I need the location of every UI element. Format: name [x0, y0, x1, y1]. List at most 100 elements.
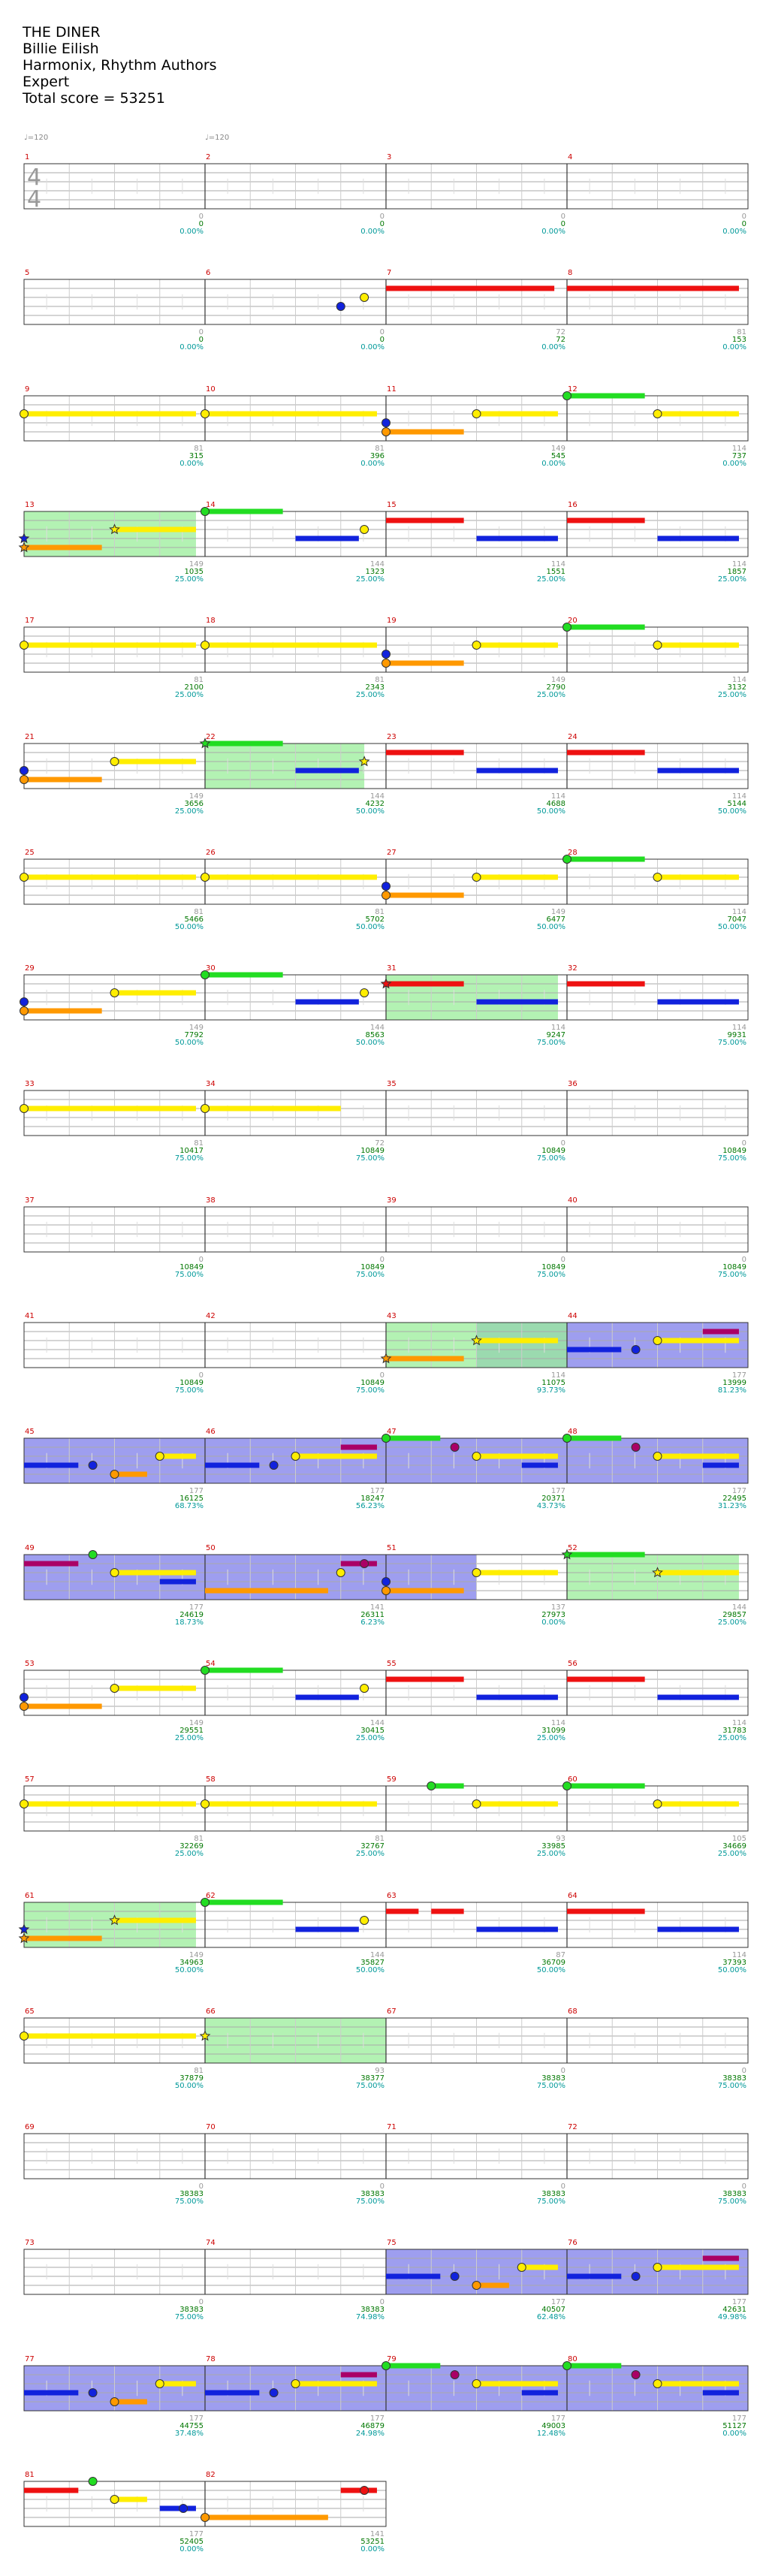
note-gem — [472, 2281, 481, 2290]
sustain-bar — [657, 768, 739, 774]
measure-note-score: 149 — [189, 1024, 204, 1032]
note-gem — [472, 873, 481, 882]
measure-number: 16 — [568, 501, 578, 509]
measure-number: 8 — [568, 269, 572, 277]
measure-note-score: 0 — [199, 1371, 204, 1380]
measure-star-power: 25.00% — [718, 1734, 746, 1742]
measure-cumulative-score: 51127 — [722, 2422, 746, 2430]
note-gem — [360, 988, 369, 997]
star-note — [18, 541, 30, 553]
note-gem — [88, 1550, 98, 1559]
measure-number: 75 — [387, 2239, 397, 2247]
note-gem — [562, 391, 571, 400]
measure-number: 73 — [25, 2239, 35, 2247]
measure-cumulative-score: 1323 — [366, 568, 384, 576]
measure-note-score: 144 — [370, 1951, 384, 1959]
measure-number: 13 — [25, 501, 35, 509]
sustain-bar — [114, 526, 196, 532]
measure-star-power: 25.00% — [537, 1850, 565, 1858]
measure-number: 4 — [568, 153, 572, 161]
sustain-bar — [567, 1435, 622, 1441]
measure-star-power: 43.73% — [537, 1502, 565, 1510]
measure-row: 9813150.00%10813960.00%111495450.00%1211… — [20, 385, 749, 468]
note-gem — [472, 1568, 481, 1577]
measure-star-power: 75.00% — [537, 2197, 565, 2206]
measure-star-power: 81.23% — [718, 1386, 746, 1395]
measure-star-power: 25.00% — [175, 691, 204, 699]
measure-cumulative-score: 9931 — [728, 1031, 746, 1039]
measure-note-score: 141 — [370, 1603, 384, 1612]
measure-star-power: 12.48% — [537, 2430, 565, 2438]
sustain-bar — [24, 2487, 79, 2493]
sustain-bar — [205, 1899, 283, 1905]
measure-number: 79 — [387, 2355, 397, 2363]
measure-note-score: 81 — [194, 908, 204, 916]
measure-note-score: 177 — [732, 2298, 746, 2306]
measure-cumulative-score: 38383 — [722, 2190, 746, 2198]
measure-note-score: 0 — [380, 1371, 384, 1380]
star-power-phrase — [567, 1555, 739, 1600]
measure-note-score: 0 — [199, 1256, 204, 1264]
measure-cumulative-score: 38377 — [360, 2074, 384, 2083]
measure-row: 6903838375.00%7003838375.00%7103838375.0… — [23, 2123, 749, 2206]
measure-star-power: 50.00% — [537, 923, 565, 931]
note-gem — [110, 1470, 119, 1479]
sustain-bar — [340, 1444, 377, 1450]
measure-number: 45 — [25, 1428, 35, 1436]
measure-number: 21 — [25, 733, 35, 741]
measure-star-power: 75.00% — [718, 1039, 746, 1047]
sustain-bar — [386, 892, 464, 898]
measure-note-score: 0 — [199, 2298, 204, 2306]
measure-note-score: 0 — [561, 1256, 565, 1264]
note-gem — [381, 2361, 391, 2370]
measure-note-score: 0 — [380, 1256, 384, 1264]
note-gem — [450, 2272, 460, 2281]
measure-note-score: 177 — [732, 1487, 746, 1495]
measure-star-power: 25.00% — [537, 691, 565, 699]
note-gem — [653, 641, 662, 650]
measure-number: 77 — [25, 2355, 35, 2363]
measure-note-score: 114 — [551, 1024, 565, 1032]
sustain-bar — [24, 777, 102, 783]
sustain-bar — [24, 642, 196, 648]
note-gem — [360, 1684, 369, 1693]
sustain-bar — [476, 2381, 558, 2387]
sustain-bar — [521, 2390, 558, 2396]
sustain-bar — [476, 1453, 558, 1459]
star-note — [18, 1923, 30, 1935]
difficulty-label: Expert — [23, 74, 70, 90]
measure-cumulative-score: 315 — [189, 452, 204, 460]
measure-cumulative-score: 1857 — [728, 568, 746, 576]
sustain-bar — [567, 1552, 645, 1558]
sustain-bar — [24, 1462, 79, 1468]
sustain-bar — [114, 990, 196, 996]
note-gem — [381, 882, 391, 891]
measure-star-power: 24.98% — [356, 2430, 384, 2438]
sustain-bar — [159, 2381, 196, 2387]
sustain-bar — [657, 642, 739, 648]
sustain-bar — [386, 1908, 419, 1914]
sustain-bar — [386, 750, 464, 756]
sustain-bar — [205, 508, 283, 514]
note-gem — [472, 409, 481, 418]
note-gem — [360, 293, 369, 302]
measure-number: 30 — [206, 964, 216, 973]
measure-star-power: 25.00% — [537, 1734, 565, 1742]
measure-star-power: 75.00% — [718, 2197, 746, 2206]
measure-star-power: 50.00% — [356, 1966, 384, 1974]
measure-number: 66 — [206, 2007, 216, 2016]
measure-number: 46 — [206, 1428, 216, 1436]
measure-cumulative-score: 24619 — [179, 1611, 204, 1619]
measure-star-power: 50.00% — [356, 807, 384, 816]
measure-cumulative-score: 32269 — [179, 1842, 204, 1851]
measure-note-score: 72 — [375, 1139, 384, 1148]
note-gem — [20, 2032, 29, 2041]
measure-cumulative-score: 38383 — [722, 2074, 746, 2083]
measure-cumulative-score: 37879 — [179, 2074, 204, 2083]
measure-note-score: 114 — [732, 560, 746, 569]
measure-number: 24 — [568, 733, 578, 741]
measure-note-score: 114 — [732, 1951, 746, 1959]
sustain-bar — [567, 1676, 645, 1682]
note-gem — [381, 650, 391, 659]
measure-cumulative-score: 34963 — [179, 1959, 204, 1967]
